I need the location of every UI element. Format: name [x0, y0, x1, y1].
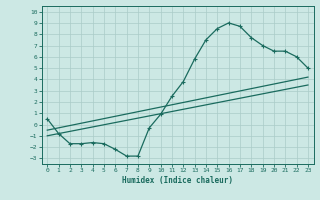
X-axis label: Humidex (Indice chaleur): Humidex (Indice chaleur): [122, 176, 233, 185]
